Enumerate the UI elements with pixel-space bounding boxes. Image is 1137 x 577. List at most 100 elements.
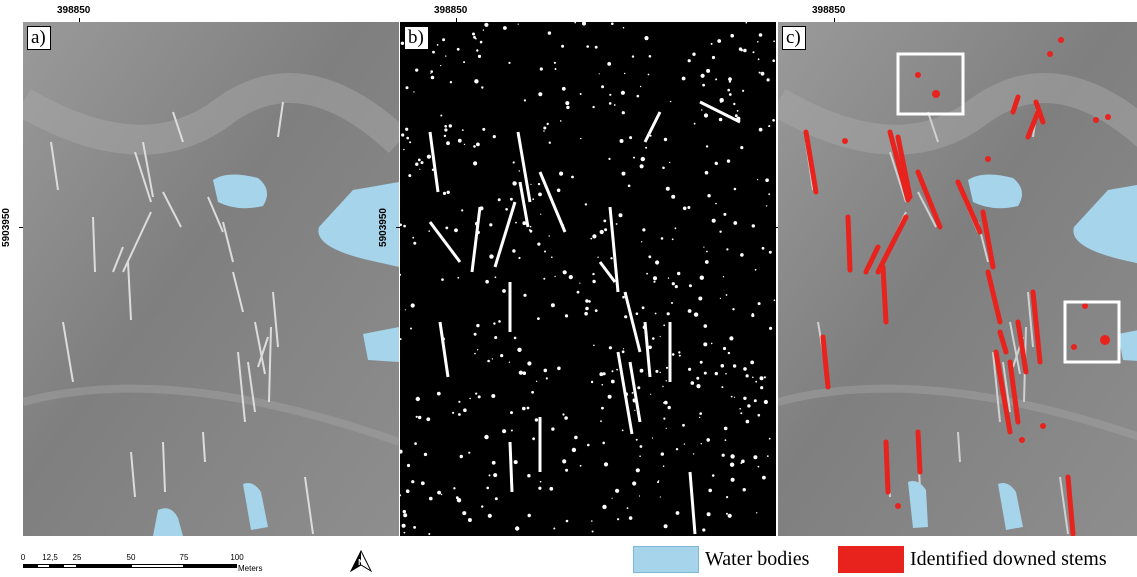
binary-speck (755, 380, 758, 383)
downed-stem-trace (172, 111, 184, 143)
binary-speck (662, 166, 665, 170)
binary-speck (711, 218, 716, 223)
identified-stem (915, 169, 943, 230)
binary-speck (663, 324, 666, 327)
binary-speck (602, 441, 605, 445)
identified-stem (820, 334, 831, 390)
binary-speck (444, 125, 447, 128)
binary-speck (489, 254, 494, 259)
binary-speck (642, 228, 646, 232)
binary-speck (463, 408, 467, 413)
x-coordinate-label: 398850 (434, 5, 468, 16)
binary-speck (624, 315, 628, 319)
downed-stem-trace (62, 321, 74, 383)
downed-stem-trace (927, 111, 939, 143)
binary-speck (640, 156, 645, 162)
binary-speck (592, 234, 597, 239)
binary-speck (473, 332, 477, 336)
binary-speck (443, 134, 447, 138)
binary-speck (502, 289, 506, 293)
binary-speck (565, 468, 569, 472)
binary-stem (438, 321, 450, 378)
binary-speck (653, 280, 656, 283)
downed-stem-trace (127, 261, 132, 321)
binary-speck (568, 275, 573, 280)
binary-speck (537, 182, 541, 186)
binary-speck (647, 73, 650, 76)
x-coordinate-label: 398850 (57, 5, 91, 16)
identified-stem (955, 179, 983, 235)
binary-speck (652, 337, 655, 340)
binary-speck (730, 454, 735, 459)
panel-label: b) (404, 26, 429, 50)
binary-speck (485, 279, 489, 284)
binary-speck (498, 320, 501, 323)
binary-speck (745, 419, 750, 424)
north-arrow-icon: N (349, 549, 373, 573)
identified-stem-fragment (1093, 117, 1099, 123)
binary-speck (725, 373, 727, 375)
binary-speck (743, 396, 747, 400)
binary-speck (721, 453, 725, 457)
binary-speck (510, 197, 513, 201)
binary-speck (462, 511, 467, 516)
downed-stem-trace (254, 321, 266, 375)
binary-speck (763, 376, 766, 379)
binary-speck (699, 416, 701, 419)
highlight-box (896, 52, 965, 116)
binary-speck (510, 429, 513, 432)
binary-speck (400, 338, 402, 341)
binary-speck (487, 513, 492, 518)
binary-speck (418, 415, 422, 420)
binary-speck (757, 179, 759, 181)
downed-stem-trace (92, 216, 96, 273)
binary-speck (461, 209, 464, 212)
binary-speck (489, 223, 493, 227)
binary-speck (405, 86, 409, 90)
binary-speck (532, 437, 535, 441)
binary-speck (415, 68, 419, 72)
identified-stem (1025, 109, 1041, 140)
binary-speck (599, 372, 604, 377)
identified-stem (803, 129, 819, 195)
binary-speck (740, 412, 743, 415)
binary-speck (467, 518, 472, 522)
binary-speck (703, 324, 708, 328)
downed-stem-trace (268, 326, 272, 403)
coordinate-tick (774, 227, 778, 228)
binary-speck (705, 145, 709, 148)
binary-speck (729, 462, 735, 467)
scale-segment (63, 564, 77, 568)
binary-speck (610, 379, 615, 384)
binary-speck (751, 313, 755, 318)
binary-stem (470, 206, 482, 273)
binary-speck (699, 360, 703, 364)
downed-stem-trace (237, 351, 246, 423)
binary-speck (562, 413, 565, 416)
binary-speck (537, 317, 540, 320)
binary-speck (474, 352, 476, 355)
binary-speck (671, 194, 676, 199)
binary-speck (688, 367, 692, 371)
downed-stem-trace (1009, 321, 1021, 375)
water-body (1118, 330, 1137, 361)
coordinate-tick (79, 18, 80, 22)
binary-speck (405, 489, 410, 494)
water-body (908, 481, 928, 528)
binary-speck (621, 350, 625, 354)
binary-speck (667, 405, 671, 410)
binary-speck (678, 351, 681, 354)
binary-speck (639, 368, 644, 373)
binary-speck (598, 73, 600, 75)
binary-speck (654, 312, 657, 315)
binary-speck (402, 509, 406, 514)
binary-speck (406, 463, 411, 468)
binary-speck (696, 376, 700, 380)
identified-stem-fragment (1082, 303, 1088, 309)
binary-speck (400, 449, 403, 454)
binary-speck (522, 371, 527, 376)
binary-speck (741, 459, 745, 464)
binary-speck (491, 358, 494, 360)
binary-speck (594, 309, 598, 312)
scale-tick-label: 100 (230, 553, 244, 562)
